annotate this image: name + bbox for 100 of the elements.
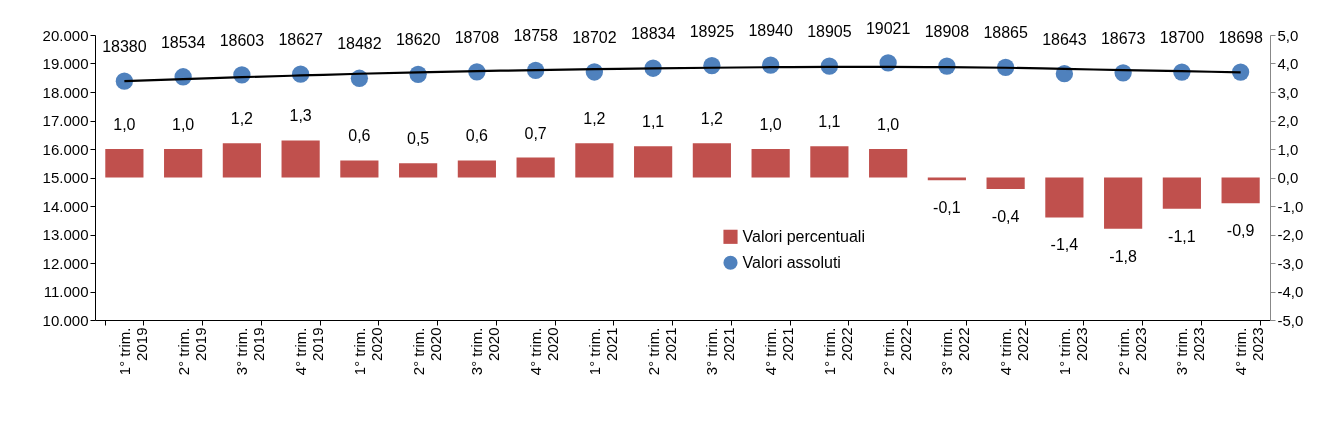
y-tick-label: 10.000: [42, 311, 89, 329]
x-tick-label: 3° trim. 2021: [703, 327, 738, 376]
y-tick-label: 14.000: [42, 197, 89, 215]
data-label: 18702: [572, 28, 617, 46]
data-label: 1,2: [700, 110, 724, 128]
data-label: -0,9: [1226, 222, 1255, 240]
bar: [281, 140, 320, 178]
data-label: -1,4: [1050, 236, 1079, 254]
y2-tick-label: -5,0: [1277, 311, 1304, 329]
y2-tick-label: 4,0: [1277, 55, 1299, 72]
y-tick-label: 16.000: [42, 140, 89, 158]
data-label: 18627: [278, 31, 323, 49]
bar: [810, 146, 849, 178]
bar: [692, 143, 731, 178]
y2-tick-label: -2,0: [1277, 226, 1304, 243]
legend-label: Valori assoluti: [742, 253, 841, 271]
y-tick-label: 18.000: [42, 83, 89, 101]
x-tick-label: 2° trim. 2022: [879, 327, 914, 376]
data-label: 1,1: [818, 113, 841, 131]
y2-tick-label: 5,0: [1277, 26, 1299, 44]
data-label: 18603: [219, 31, 265, 49]
y2-tick-label: -3,0: [1277, 254, 1304, 272]
data-label: 18905: [807, 23, 852, 41]
data-label: 19021: [865, 19, 911, 37]
data-label: 1,3: [289, 107, 312, 125]
point: [1231, 63, 1250, 81]
bar: [457, 160, 496, 178]
y2-tick-label: 1,0: [1277, 140, 1299, 158]
data-label: 1,0: [877, 116, 900, 133]
bar: [340, 160, 379, 178]
x-tick-label: 4° trim. 2022: [997, 327, 1032, 376]
data-label: 1,0: [759, 116, 782, 133]
data-label: 1,1: [642, 113, 665, 131]
x-tick-label: 4° trim. 2023: [1232, 327, 1267, 376]
data-label: 0,7: [524, 124, 547, 142]
data-label: 18643: [1042, 30, 1087, 48]
x-tick-label: 4° trim. 2021: [762, 327, 797, 376]
bar: [222, 143, 261, 178]
data-label: 18534: [160, 33, 206, 51]
x-tick-label: 1° trim. 2023: [1055, 327, 1090, 376]
x-tick-label: 1° trim. 2022: [820, 327, 855, 376]
data-label: 18698: [1218, 29, 1263, 47]
data-label: 18700: [1159, 29, 1205, 47]
bar: [1221, 177, 1260, 204]
bar: [399, 163, 438, 178]
x-tick-label: 4° trim. 2020: [527, 327, 562, 376]
y-tick-label: 17.000: [42, 112, 89, 129]
data-label: 18908: [924, 23, 970, 41]
x-tick-label: 2° trim. 2023: [1114, 327, 1149, 376]
data-label: 18673: [1100, 29, 1146, 47]
y-tick-label: 13.000: [42, 226, 89, 243]
legend-label: Valori percentuali: [742, 227, 865, 245]
data-label: 1,2: [230, 110, 254, 128]
x-tick-label: 1° trim. 2019: [115, 327, 150, 376]
x-tick-label: 1° trim. 2021: [585, 327, 620, 376]
y2-tick-label: -4,0: [1277, 283, 1304, 300]
data-label: 0,6: [348, 127, 371, 145]
x-tick-label: 3° trim. 2022: [938, 327, 973, 376]
data-label: 18865: [983, 24, 1028, 42]
x-tick-label: 3° trim. 2020: [468, 327, 503, 376]
y2-tick-label: 0,0: [1277, 169, 1299, 186]
bar: [575, 143, 614, 178]
data-label: 0,5: [407, 130, 430, 148]
y-tick-label: 11.000: [43, 283, 89, 300]
point: [115, 72, 134, 90]
x-tick-label: 2° trim. 2019: [174, 327, 209, 376]
data-label: 18620: [395, 31, 441, 49]
data-label: -0,1: [933, 199, 961, 217]
data-label: 18380: [102, 38, 147, 56]
data-label: 18925: [689, 22, 735, 40]
data-label: 18834: [630, 25, 676, 43]
data-label: 0,6: [465, 127, 489, 145]
bar: [986, 177, 1025, 189]
data-label: -1,8: [1109, 247, 1138, 265]
bar: [634, 146, 673, 178]
y2-tick-label: 3,0: [1277, 83, 1299, 101]
bar: [516, 157, 555, 178]
y2-tick-label: 2,0: [1277, 112, 1299, 129]
x-tick-label: 2° trim. 2020: [409, 327, 444, 376]
x-tick-label: 2° trim. 2021: [644, 327, 679, 376]
bar: [164, 149, 203, 178]
data-label: -1,1: [1168, 227, 1196, 245]
bar: [751, 149, 790, 178]
x-tick-label: 3° trim. 2019: [233, 327, 268, 376]
x-tick-label: 1° trim. 2020: [350, 327, 385, 376]
y2-tick-label: -1,0: [1277, 197, 1304, 215]
bar: [1045, 177, 1084, 218]
y-tick-label: 15.000: [42, 169, 89, 186]
data-label: 18940: [748, 22, 793, 40]
data-label: 18758: [513, 27, 558, 45]
x-tick-label: 3° trim. 2023: [1173, 327, 1208, 376]
data-label: 1,0: [172, 116, 195, 133]
y-tick-label: 12.000: [42, 254, 89, 272]
x-tick-label: 4° trim. 2019: [292, 327, 327, 376]
bar: [1104, 177, 1143, 229]
bar: [105, 149, 144, 178]
data-label: 18708: [454, 28, 500, 46]
data-label: -0,4: [991, 207, 1020, 225]
data-label: 1,0: [113, 116, 136, 133]
data-label: 1,2: [583, 110, 606, 128]
